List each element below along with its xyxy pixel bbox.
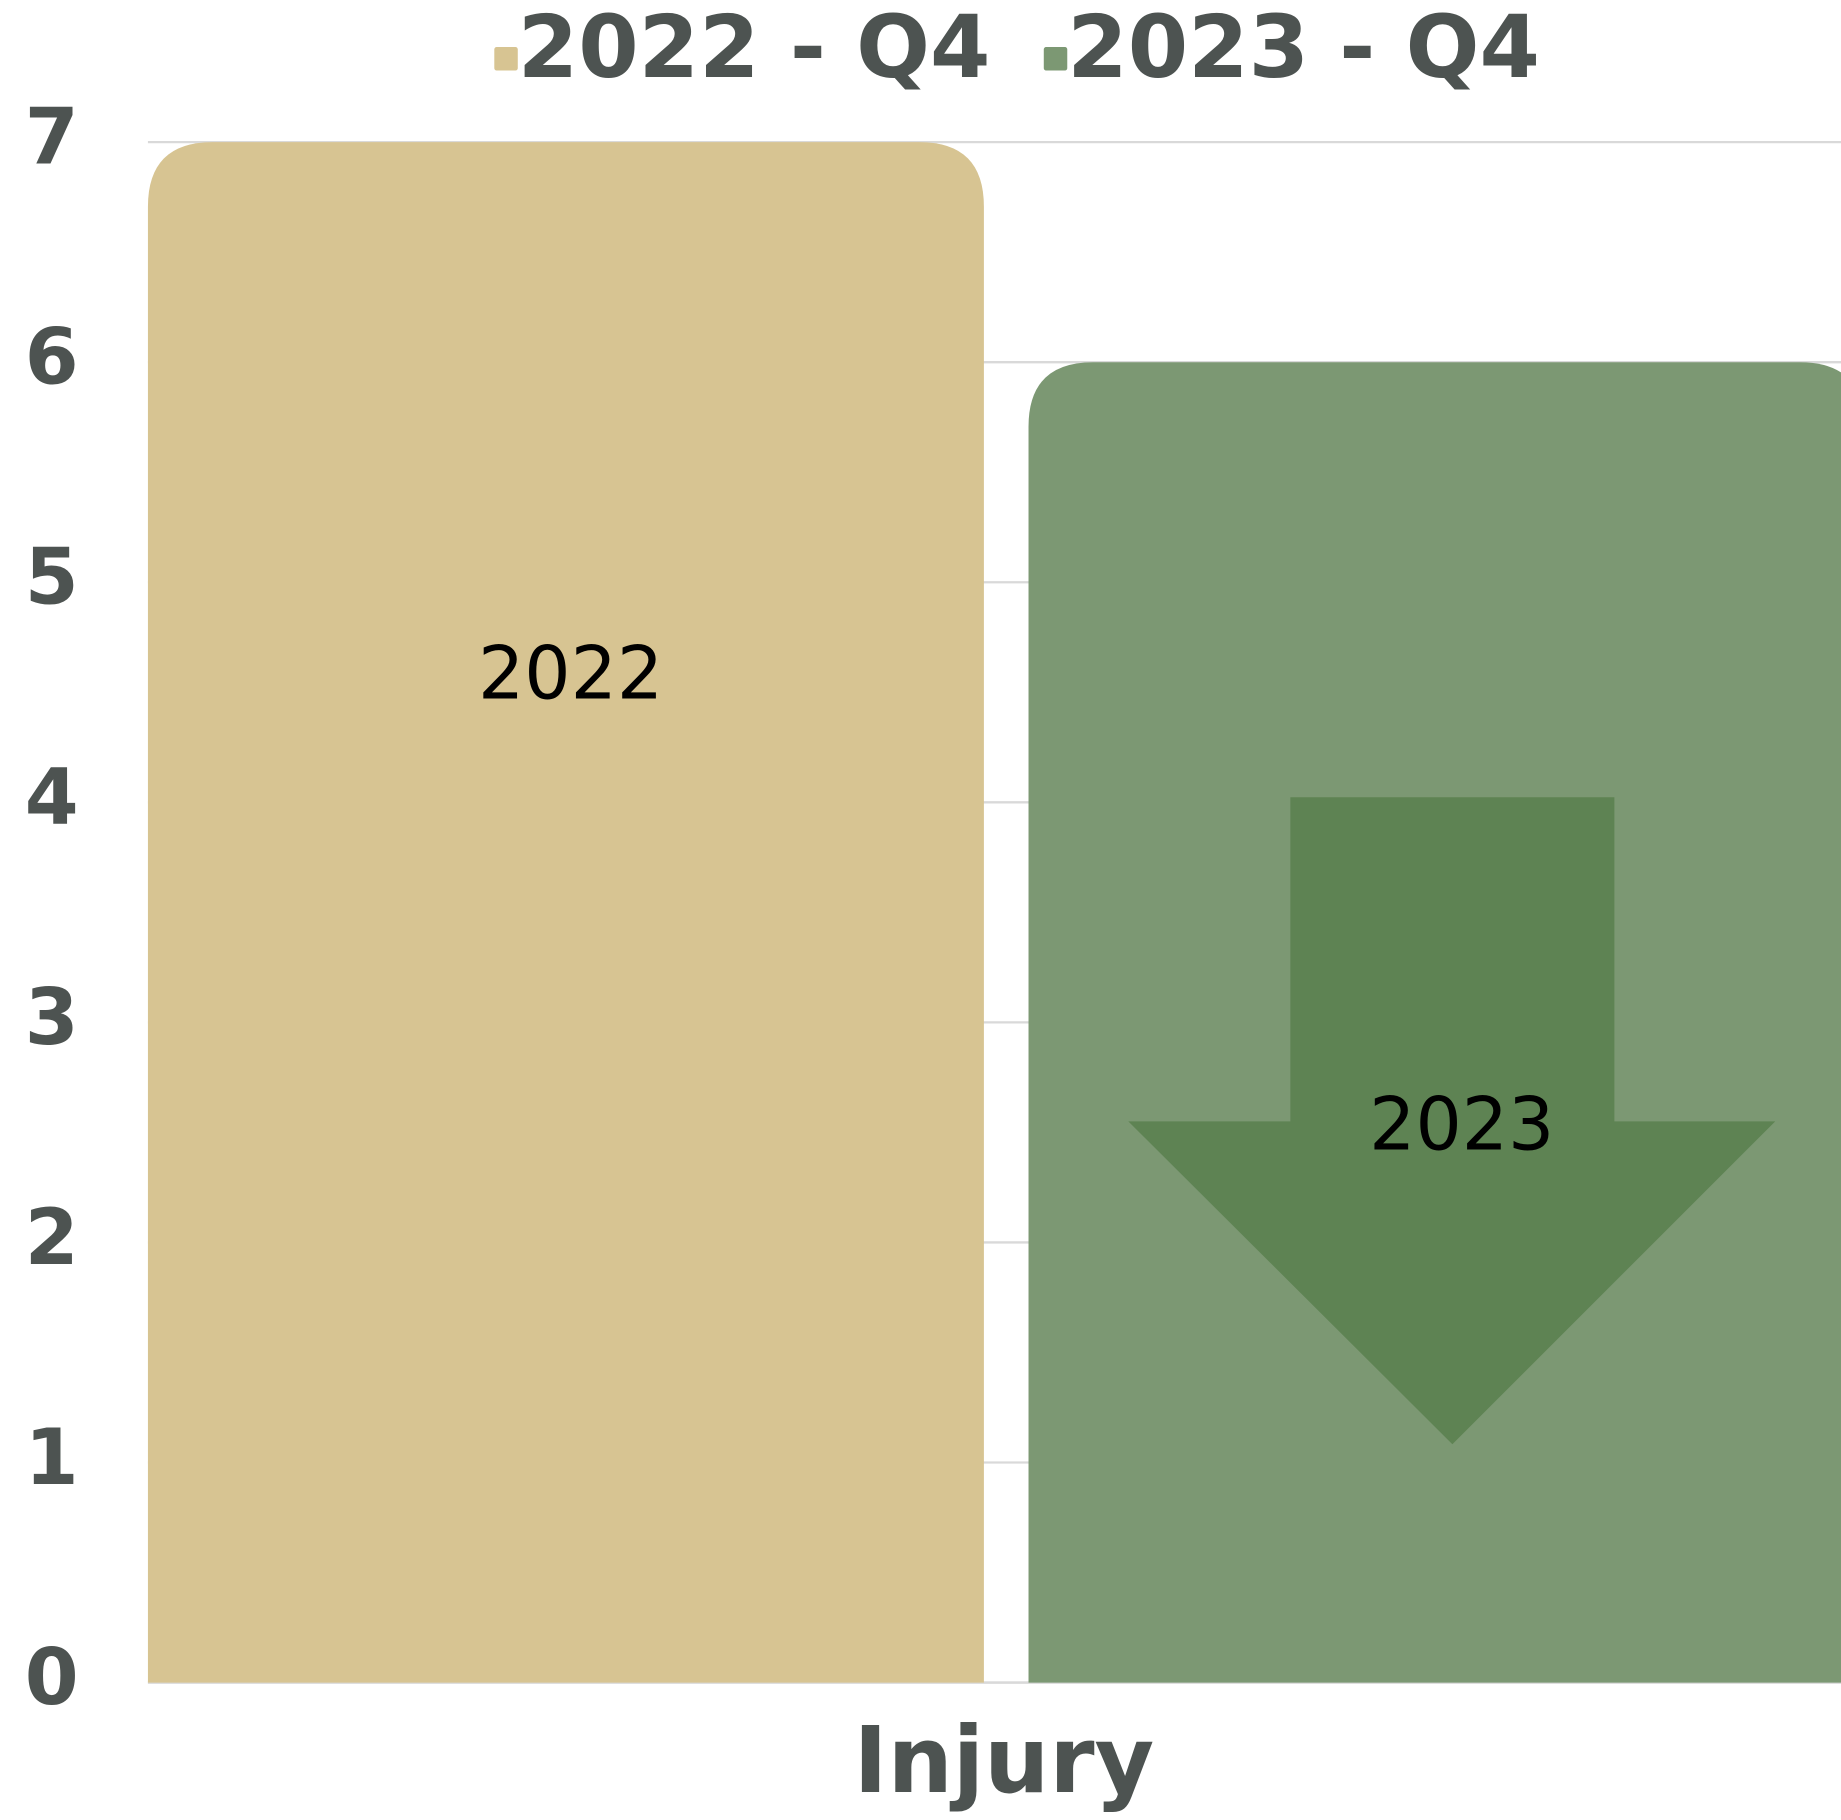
labels: 0 1 2 3 4 5 6 7 2022 - Q4 2023 - Q4 2022 2023 Injury bbox=[25, 0, 1555, 1814]
y-tick-label: 6 bbox=[25, 313, 79, 403]
legend-swatch bbox=[1043, 47, 1068, 71]
bar-label: 2022 bbox=[478, 632, 663, 717]
y-tick-label: 2 bbox=[25, 1193, 79, 1283]
legend-label: 2022 - Q4 bbox=[518, 0, 991, 98]
y-tick-label: 3 bbox=[25, 973, 79, 1063]
y-tick-label: 7 bbox=[25, 93, 79, 183]
y-tick-label: 5 bbox=[25, 533, 79, 623]
bar-label: 2023 bbox=[1369, 1083, 1554, 1168]
legend-swatch bbox=[494, 47, 518, 71]
y-tick-label: 4 bbox=[25, 753, 79, 843]
x-tick-label: Injury bbox=[854, 1707, 1155, 1814]
y-tick-label: 0 bbox=[25, 1633, 79, 1723]
bar bbox=[147, 142, 984, 1683]
y-tick-label: 1 bbox=[25, 1413, 79, 1503]
legend-label: 2023 - Q4 bbox=[1067, 0, 1540, 98]
down-arrow bbox=[1128, 797, 1776, 1445]
